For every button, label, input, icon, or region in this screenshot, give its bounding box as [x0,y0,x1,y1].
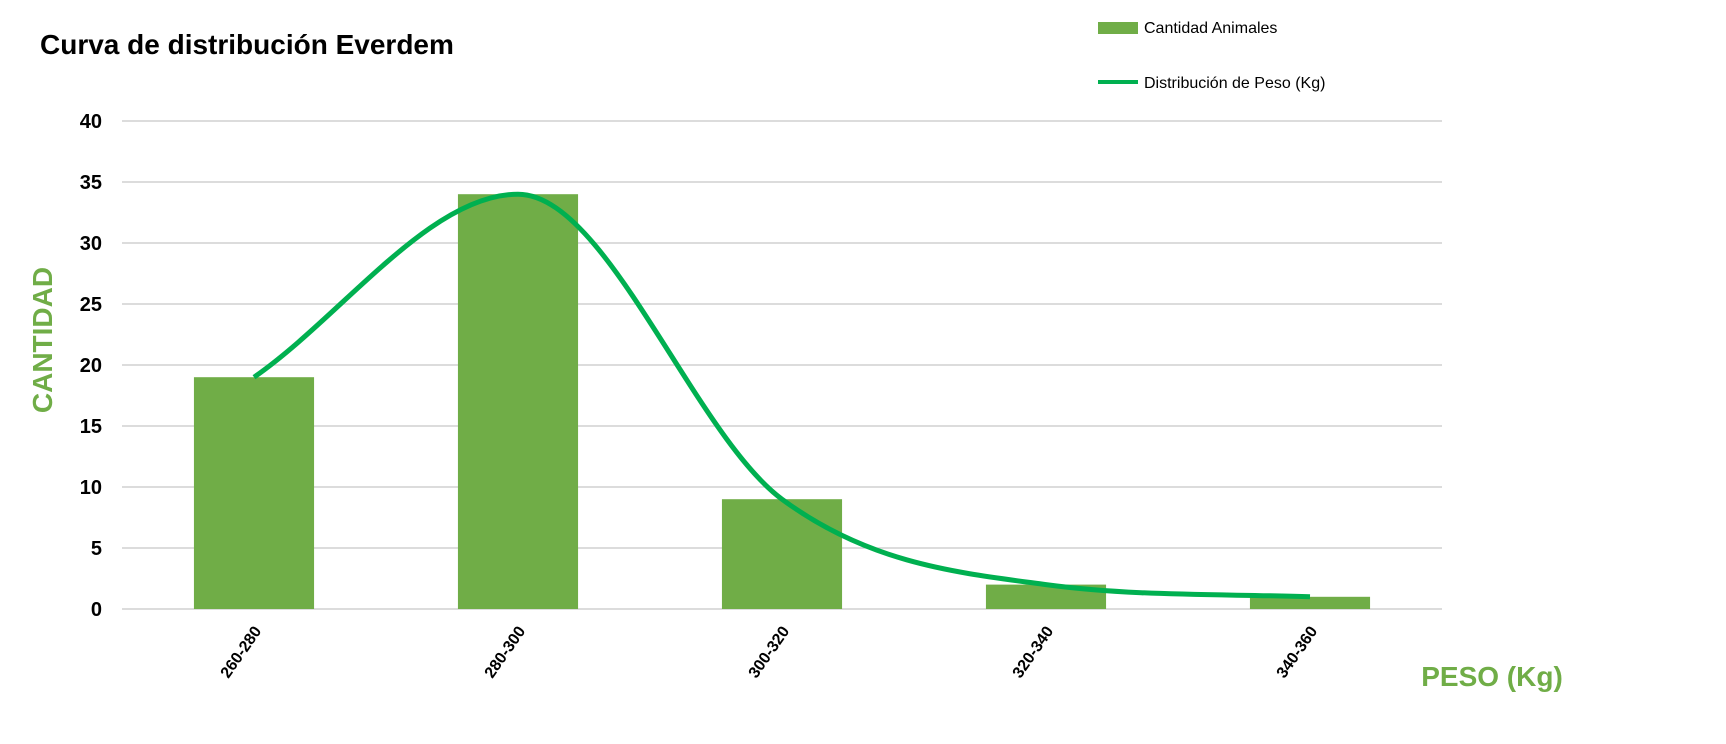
y-tick-label: 5 [91,538,102,560]
y-axis-ticks: 0 5 10 15 20 25 30 35 40 [80,111,102,621]
bar [457,194,579,609]
y-tick-label: 0 [91,599,102,621]
x-tick-label: 260-280 [218,623,266,681]
y-tick-label: 10 [80,477,102,499]
y-tick-label: 35 [80,172,102,194]
y-tick-label: 40 [80,111,102,133]
x-axis-label: PESO (Kg) [1421,661,1563,692]
legend-label-line: Distribución de Peso (Kg) [1144,75,1325,92]
chart-title: Curva de distribución Everdem [40,29,454,60]
bar [1249,596,1371,609]
x-tick-label: 280-300 [482,623,530,681]
legend-swatch-bars [1098,22,1138,34]
x-tick-label: 300-320 [746,623,794,681]
y-tick-label: 20 [80,355,102,377]
bar [193,377,315,609]
legend-label-bars: Cantidad Animales [1144,20,1277,37]
y-tick-label: 25 [80,294,102,316]
y-axis-label: CANTIDAD [27,267,58,413]
distribution-curve [252,191,1311,600]
x-tick-label: 320-340 [1010,623,1058,681]
bar [721,499,843,609]
x-tick-label: 340-360 [1274,623,1322,681]
legend: Cantidad Animales Distribución de Peso (… [1098,20,1325,92]
bar-series [193,194,1371,609]
y-tick-label: 30 [80,233,102,255]
y-tick-label: 15 [80,416,102,438]
x-axis-ticks: 260-280 280-300 300-320 320-340 340-360 [218,623,1322,681]
